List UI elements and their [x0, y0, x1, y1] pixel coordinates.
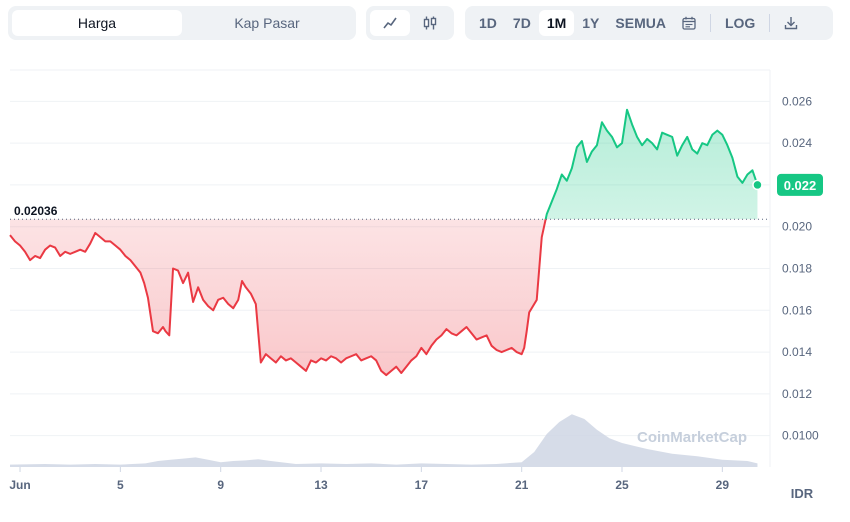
log-scale-toggle[interactable]: LOG [724, 15, 756, 31]
x-tick-label: 25 [615, 478, 629, 492]
volume-area [10, 414, 758, 467]
current-price-badge [777, 173, 823, 196]
reference-price: 0.02036 [10, 204, 770, 220]
price-line [9, 108, 759, 377]
x-tick-label: 13 [314, 478, 328, 492]
area-above-reference [10, 109, 758, 220]
x-tick-label: 17 [415, 478, 429, 492]
range-1m[interactable]: 1M [538, 10, 575, 36]
y-tick-label: 0.018 [782, 262, 812, 276]
toolbar-divider [709, 14, 711, 32]
chart-type-tab-group [366, 6, 454, 40]
watermark-text: CoinMarketCap [637, 429, 747, 446]
range-tab-group: 1D 7D 1M 1Y SEMUA LOG [465, 6, 833, 40]
current-price-label: 0.022 [784, 178, 817, 193]
y-tick-label: 0.0100 [782, 429, 819, 443]
range-all[interactable]: SEMUA [615, 15, 666, 31]
y-tick-label: 0.014 [782, 345, 812, 359]
current-price-dot [752, 179, 763, 191]
toolbar-divider [769, 14, 771, 32]
area-below-reference [10, 219, 546, 376]
x-tick-label: 29 [716, 478, 730, 492]
currency-label: IDR [791, 486, 814, 501]
price-line-up [544, 108, 759, 220]
volume-bars [10, 414, 758, 467]
x-tick-label: 5 [117, 478, 124, 492]
x-tick-label: 9 [217, 478, 224, 492]
current-price: 0.022 [752, 173, 823, 196]
range-1d[interactable]: 1D [479, 15, 497, 31]
y-tick-label: 0.024 [782, 136, 812, 150]
tab-kap-pasar[interactable]: Kap Pasar [234, 15, 300, 31]
candlestick-icon[interactable] [410, 10, 450, 36]
range-7d[interactable]: 7D [512, 15, 531, 31]
download-icon[interactable] [776, 10, 806, 36]
reference-price-label: 0.02036 [14, 204, 58, 218]
x-tick-label: 21 [515, 478, 529, 492]
y-tick-label: 0.026 [782, 94, 812, 108]
x-axis: Jun 5 9 13 17 21 25 29 [9, 467, 729, 492]
tab-harga[interactable]: Harga [12, 10, 182, 36]
y-tick-label: 0.020 [782, 220, 812, 234]
y-axis: 0.026 0.024 0.022 0.020 0.018 0.016 0.014 0.012… [782, 94, 819, 442]
price-area [10, 109, 758, 376]
y-tick-label: 0.016 [782, 303, 812, 317]
y-tick-label: 0.012 [782, 387, 812, 401]
x-tick-label: Jun [9, 478, 30, 492]
metric-tab-group: Harga Kap Pasar [8, 6, 356, 40]
line-chart-icon[interactable] [370, 10, 410, 36]
range-1y[interactable]: 1Y [582, 15, 600, 31]
calendar-icon[interactable] [674, 10, 704, 36]
price-line-down [9, 219, 547, 377]
